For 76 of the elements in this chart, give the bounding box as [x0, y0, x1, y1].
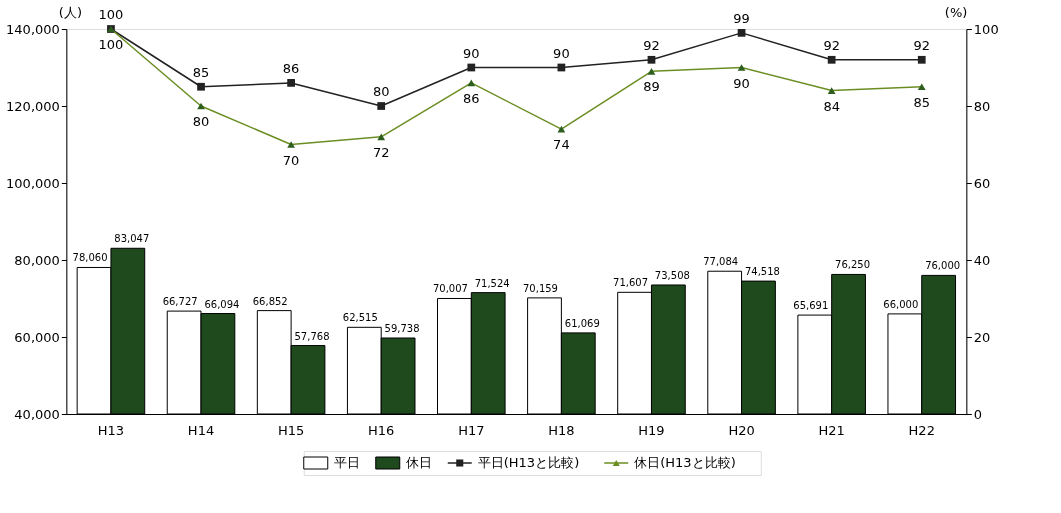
y-tick-label: 60,000: [14, 329, 60, 345]
legend-label: 平日(H13と比較): [477, 455, 580, 470]
data-label: 76,250: [835, 259, 871, 271]
data-label: 70: [282, 152, 300, 168]
y2-tick-label: 0: [973, 406, 983, 422]
point: [197, 82, 205, 91]
data-label: 92: [643, 37, 660, 53]
data-label: 85: [913, 94, 931, 110]
x-tick-label: H15: [277, 422, 305, 438]
data-label: 71,524: [474, 277, 510, 289]
y-tick-label: 120,000: [6, 98, 60, 114]
data-label: 73,508: [654, 269, 690, 281]
data-label: 100: [98, 7, 124, 22]
y-tick-label: 80,000: [14, 252, 60, 268]
y-axis-title: (人): [58, 4, 82, 20]
data-label: 90: [733, 75, 750, 91]
data-label: 74: [553, 137, 570, 153]
data-label: 62,515: [342, 312, 378, 324]
data-label: 92: [823, 37, 840, 53]
data-label: 80: [372, 84, 390, 99]
x-tick-label: H13: [97, 422, 125, 438]
point: [827, 55, 836, 64]
point: [377, 102, 386, 110]
data-label: 84: [823, 98, 840, 114]
data-label: 80: [192, 114, 210, 129]
y-tick-label: 140,000: [6, 21, 60, 37]
data-label: 77,084: [703, 256, 739, 268]
point: [287, 79, 295, 87]
data-label: 65,691: [793, 300, 829, 312]
data-label: 66,000: [883, 298, 919, 310]
data-label: 85: [192, 64, 210, 80]
data-label: 59,738: [384, 323, 420, 335]
data-label: 90: [553, 45, 570, 61]
y-tick-label: 40,000: [14, 406, 60, 422]
data-label: 76,000: [925, 260, 961, 272]
data-label: 83,047: [114, 233, 150, 245]
x-tick-label: H17: [458, 422, 485, 438]
y2-tick-label: 80: [973, 98, 991, 114]
point: [647, 55, 656, 64]
data-label: 89: [643, 79, 660, 95]
data-label: 66,094: [204, 298, 240, 310]
x-tick-label: H18: [548, 422, 575, 438]
data-label: 72: [372, 144, 390, 160]
data-label: 86: [282, 60, 300, 76]
data-label: 90: [463, 45, 480, 61]
data-label: 92: [913, 37, 931, 53]
y2-tick-label: 20: [973, 329, 991, 345]
data-label: 70,007: [432, 283, 468, 295]
legend-label: 平日: [333, 455, 360, 470]
point: [917, 55, 926, 64]
y2-tick-label: 60: [973, 175, 991, 191]
data-label: 74,518: [744, 266, 780, 278]
y2-tick-label: 40: [973, 252, 991, 268]
x-tick-label: H22: [908, 422, 935, 438]
y2-tick-label: 100: [973, 21, 999, 37]
legend-label: 休日: [405, 455, 432, 470]
x-tick-label: H14: [187, 422, 215, 438]
point: [737, 28, 746, 37]
data-label: 71,607: [613, 277, 649, 289]
data-label: 61,069: [564, 317, 600, 329]
x-tick-label: H19: [638, 422, 665, 438]
x-tick-label: H21: [818, 422, 845, 438]
point: [467, 63, 476, 72]
x-tick-label: H16: [368, 422, 395, 438]
data-label: 100: [98, 37, 124, 52]
data-label: 99: [733, 10, 750, 26]
y2-axis-title: (%): [944, 4, 968, 20]
x-tick-label: H20: [728, 422, 755, 438]
data-label: 70,159: [523, 282, 558, 294]
y-tick-label: 100,000: [6, 175, 60, 191]
data-label: 57,768: [294, 330, 330, 342]
data-label: 78,060: [72, 252, 108, 264]
legend-label: 休日(H13と比較): [634, 455, 736, 470]
data-label: 86: [463, 90, 480, 106]
data-label: 66,852: [252, 295, 288, 307]
data-label: 66,727: [162, 296, 198, 308]
